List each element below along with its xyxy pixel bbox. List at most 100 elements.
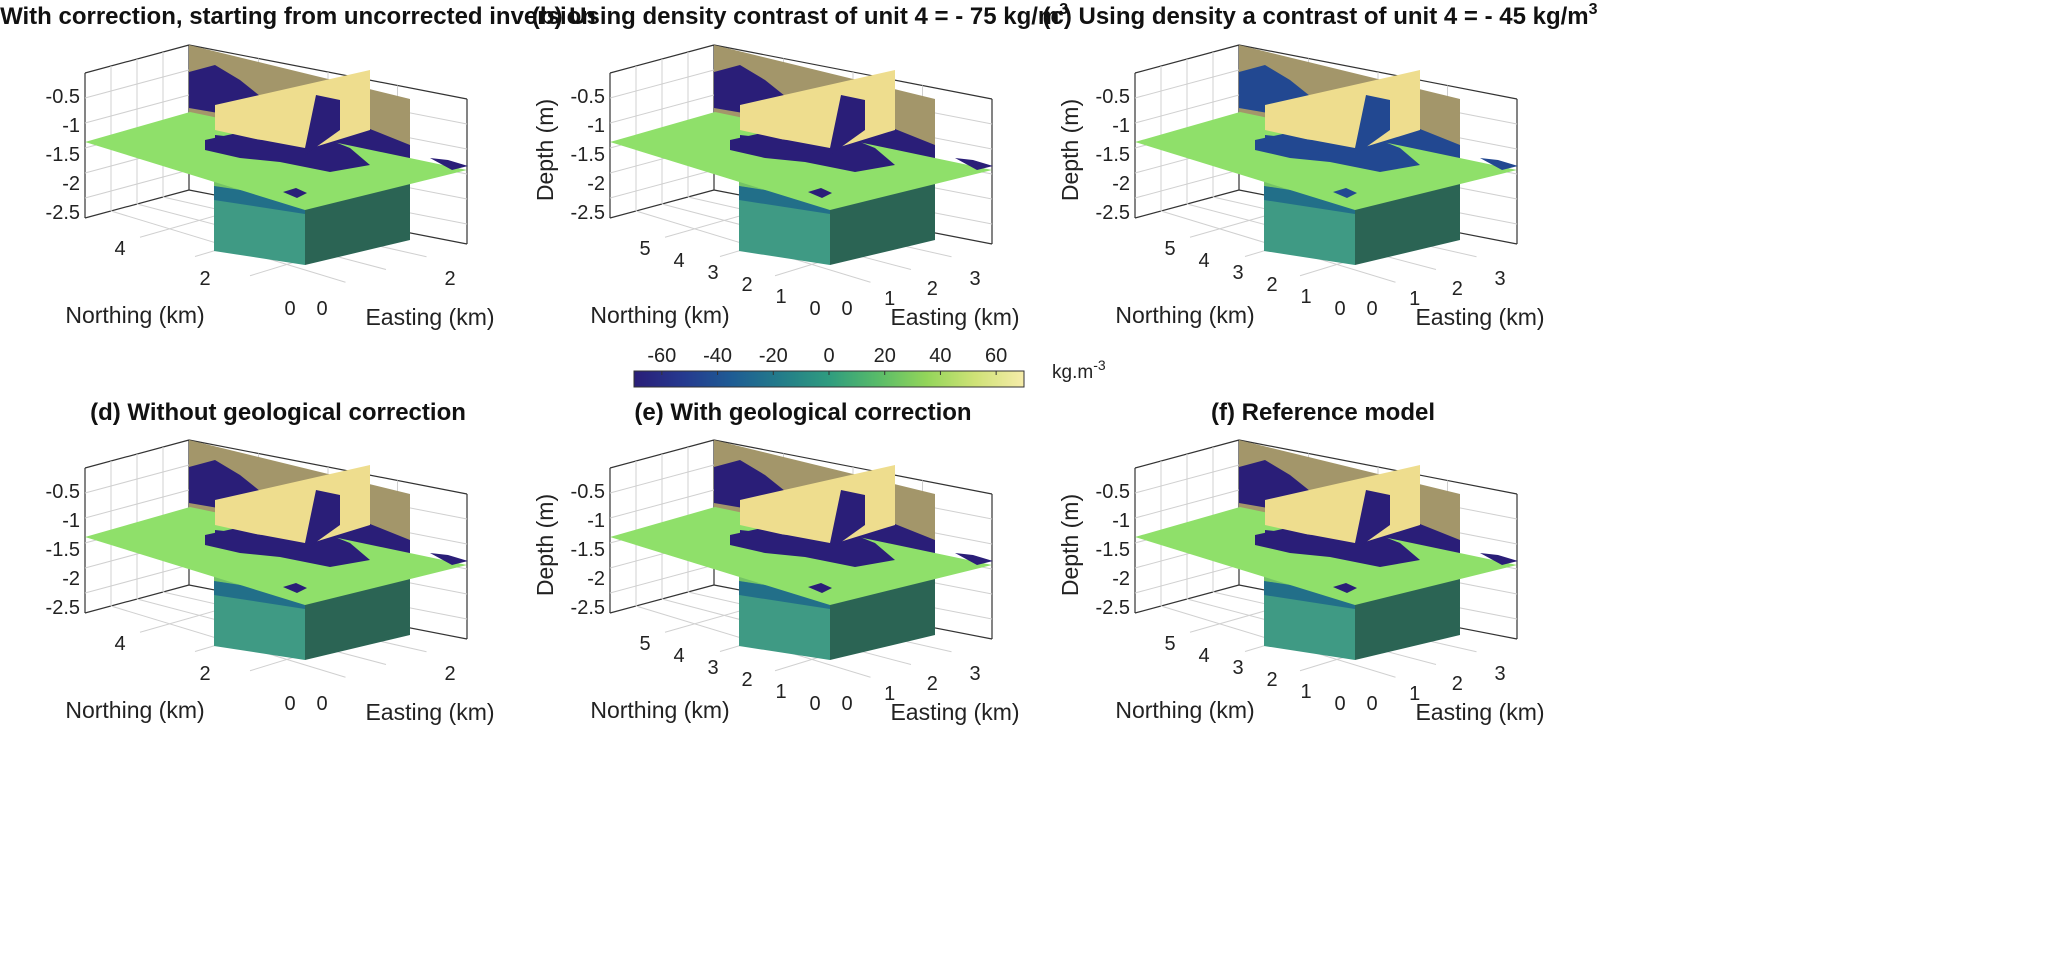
northing-axis-label: Northing (km)	[590, 697, 729, 723]
lower-slice-blueband	[739, 581, 830, 609]
panel-title: (e) With geological correction	[634, 399, 971, 426]
colorbar-tick-label: -40	[703, 345, 732, 367]
anomaly-edge	[955, 158, 993, 170]
easting-tick-label: 0	[316, 298, 327, 320]
northing-tick-label: 3	[1232, 657, 1243, 679]
northing-tick-label: 5	[639, 633, 650, 655]
anomaly-small	[1333, 188, 1357, 198]
z-tick-label: -2.5	[46, 202, 80, 224]
z-tick-label: -0.5	[46, 86, 80, 108]
easting-tick-label: 1	[884, 288, 895, 310]
northing-axis-label: Northing (km)	[65, 697, 204, 723]
northing-tick-label: 4	[1198, 645, 1209, 667]
anomaly-small	[283, 583, 307, 593]
z-tick-label: -2.5	[571, 597, 605, 619]
title-superscript: 3	[1059, 1, 1068, 18]
northing-tick-label: 1	[775, 681, 786, 703]
easting-axis-label: Easting (km)	[1415, 699, 1544, 725]
z-tick-label: -0.5	[571, 86, 605, 108]
northing-tick-label: 2	[1266, 274, 1277, 296]
z-tick-label: -1.5	[46, 144, 80, 166]
z-tick-label: -0.5	[571, 481, 605, 503]
lower-slice-blueband	[1264, 186, 1355, 214]
colorbar-tick-label: 0	[823, 345, 834, 367]
northing-tick-label: 4	[114, 238, 125, 260]
anomaly-edge	[1480, 553, 1518, 565]
easting-tick-label: 1	[1409, 683, 1420, 705]
z-tick-label: -2.5	[46, 597, 80, 619]
panel-a: (a) With correction, starting from uncor…	[0, 3, 596, 330]
easting-tick-label: 3	[969, 663, 980, 685]
northing-tick-label: 4	[1198, 250, 1209, 272]
northing-axis-label: Northing (km)	[1115, 697, 1254, 723]
panel-title: (d) Without geological correction	[90, 399, 466, 426]
anomaly-small	[808, 188, 832, 198]
anomaly-small	[808, 583, 832, 593]
colorbar-tick-label: -20	[759, 345, 788, 367]
northing-tick-label: 3	[707, 657, 718, 679]
colorbar-unit: kg.m-3	[1052, 357, 1106, 383]
panel-title: (f) Reference model	[1211, 399, 1435, 426]
northing-tick-label: 3	[1232, 262, 1243, 284]
northing-tick-label: 4	[673, 250, 684, 272]
northing-tick-label: 4	[673, 645, 684, 667]
lower-slice-blueband	[1264, 581, 1355, 609]
northing-tick-label: 0	[809, 693, 820, 715]
easting-tick-label: 0	[1366, 693, 1377, 715]
easting-tick-label: 1	[1409, 288, 1420, 310]
colorbar-tick-label: 40	[929, 345, 951, 367]
colorbar-tick-label: 20	[874, 345, 896, 367]
northing-tick-label: 0	[1334, 298, 1345, 320]
z-tick-label: -2.5	[1096, 202, 1130, 224]
lower-slice-blueband	[739, 186, 830, 214]
anomaly-front	[1265, 95, 1390, 155]
anomaly-small	[1333, 583, 1357, 593]
easting-tick-label: 1	[884, 683, 895, 705]
easting-axis-label: Easting (km)	[890, 304, 1019, 330]
panel-f: (f) Reference model -0.5 -1 -1.5 -2 -2.5 0 1 2 3 4…	[1057, 399, 1545, 725]
easting-tick-label: 2	[1452, 673, 1463, 695]
northing-tick-label: 2	[741, 274, 752, 296]
northing-tick-label: 0	[284, 693, 295, 715]
anomaly-front	[1265, 490, 1390, 550]
anomaly-front	[740, 490, 865, 550]
z-tick-label: -2	[587, 568, 605, 590]
z-tick-label: -2	[62, 568, 80, 590]
northing-tick-label: 3	[707, 262, 718, 284]
title-superscript: 3	[1589, 1, 1598, 18]
northing-axis-label: Northing (km)	[65, 302, 204, 328]
depth-axis-label: Depth (m)	[1057, 494, 1083, 596]
panel-b: (b) Using density contrast of unit 4 = -…	[532, 1, 1068, 330]
panel-e: (e) With geological correction -0.5 -1 -1.5…	[532, 399, 1020, 725]
z-tick-label: -1	[587, 115, 605, 137]
northing-axis-label: Northing (km)	[1115, 302, 1254, 328]
anomaly-front	[215, 490, 340, 550]
z-tick-label: -0.5	[1096, 481, 1130, 503]
lower-slice-blueband	[214, 186, 305, 214]
easting-tick-label: 2	[444, 663, 455, 685]
z-tick-label: -1.5	[571, 539, 605, 561]
z-tick-label: -2.5	[1096, 597, 1130, 619]
northing-tick-label: 2	[1266, 669, 1277, 691]
easting-axis-label: Easting (km)	[365, 699, 494, 725]
depth-axis-label: Depth (m)	[532, 99, 558, 201]
easting-tick-label: 2	[927, 278, 938, 300]
northing-tick-label: 1	[1300, 681, 1311, 703]
panel-title: (a) With correction, starting from uncor…	[0, 3, 596, 30]
easting-tick-label: 2	[1452, 278, 1463, 300]
easting-tick-label: 0	[841, 693, 852, 715]
northing-tick-label: 0	[809, 298, 820, 320]
easting-axis-label: Easting (km)	[1415, 304, 1544, 330]
z-tick-label: -1	[1112, 510, 1130, 532]
northing-tick-label: 0	[1334, 693, 1345, 715]
easting-tick-label: 0	[1366, 298, 1377, 320]
anomaly-edge	[430, 553, 468, 565]
z-tick-label: -2	[587, 173, 605, 195]
panels: (a) With correction, starting from uncor…	[0, 1, 1598, 725]
easting-axis-label: Easting (km)	[890, 699, 1019, 725]
northing-tick-label: 1	[775, 286, 786, 308]
z-tick-label: -1	[62, 115, 80, 137]
northing-tick-label: 5	[1164, 633, 1175, 655]
northing-tick-label: 4	[114, 633, 125, 655]
